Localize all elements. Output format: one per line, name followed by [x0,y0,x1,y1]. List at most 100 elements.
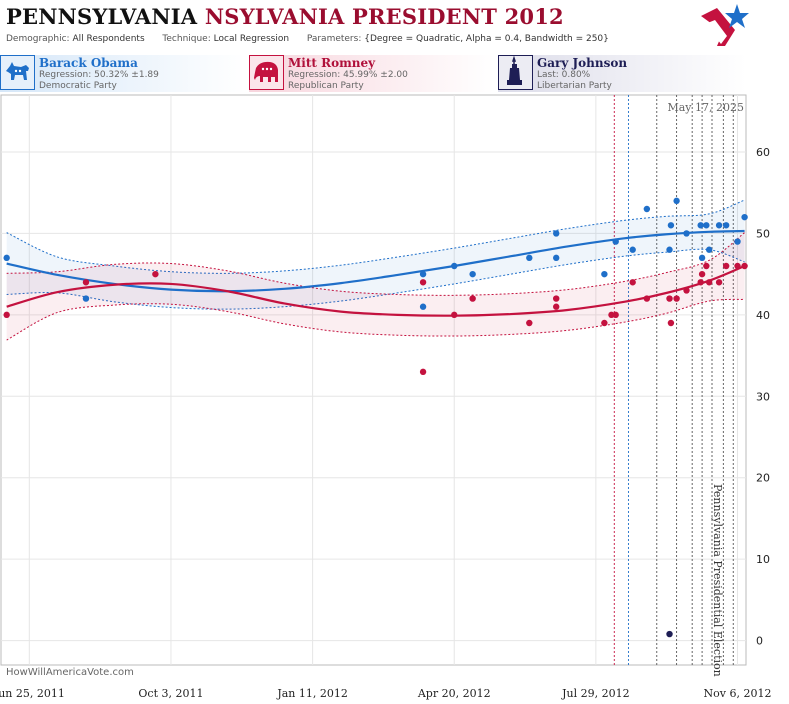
candidate-card-obama[interactable]: Barack Obama Regression: 50.32% ±1.89 De… [0,55,245,92]
x-tick-label: Oct 3, 2011 [138,687,203,700]
poll-point [451,262,458,270]
poll-point [553,230,560,237]
plot-area [0,94,747,666]
election-label: Pennsylvania Presidential Election [711,484,724,677]
title-state: PENNSYLVANIA [6,4,198,29]
candidate-card-johnson[interactable]: Gary Johnson Last: 0.80% Libertarian Par… [498,55,746,92]
poll-point [705,246,713,253]
parameters-line: Demographic: All Respondents Technique: … [6,34,609,44]
x-axis: Jun 25, 2011 Oct 3, 2011 Jan 11, 2012 Apr 2… [0,687,771,700]
y-tick-label: 10 [756,553,770,566]
band-lower [6,248,745,310]
y-tick-label: 30 [756,390,770,403]
x-tick-label: Jun 25, 2011 [0,687,65,700]
poll-point [643,295,651,302]
parameters-label: Parameters: [306,34,362,44]
trend-lines [6,229,746,317]
technique-value[interactable]: Local Regression [213,34,290,44]
poll-point [673,295,680,302]
title-race: NSYLVANIA PRESIDENT 2012 [204,4,564,29]
poll-point [469,295,476,302]
poll-points [3,197,748,638]
confidence-bands [6,199,745,341]
poll-point [82,295,90,302]
poll-point [666,295,673,302]
y-tick-label: 20 [756,472,770,485]
poll-point [734,238,741,245]
poll-point [734,262,741,270]
parameters-value[interactable]: {Degree = Quadratic, Alpha = 0.4, Bandwi… [364,34,609,44]
poll-point [666,630,673,638]
poll-point [3,311,10,319]
candidate-party: Libertarian Party [537,81,612,91]
poll-point [419,303,427,310]
page-title: PENNSYLVANIA NSYLVANIA PRESIDENT 2012 [6,4,564,29]
confidence-band [6,200,745,310]
poll-point [601,319,608,327]
poll-point [697,222,704,229]
confidence-band [6,232,745,341]
poll-point [553,295,560,302]
y-tick-label: 60 [756,146,770,159]
demographic-value[interactable]: All Respondents [72,34,145,44]
poll-point [82,279,90,286]
poll-point [666,246,673,253]
band-upper [6,232,745,296]
poll-point [673,197,680,205]
poll-point [469,270,476,278]
candidate-name: Gary Johnson [537,56,628,70]
poll-point [705,279,713,286]
poll-point [553,303,560,310]
poll-point [526,319,533,327]
y-axis: 0 10 20 30 40 50 60 [756,146,770,648]
poll-point [152,270,159,278]
poll-point [612,238,619,245]
poll-point [451,311,458,319]
trend-line [6,264,746,317]
poll-point [419,270,427,278]
y-tick-label: 0 [756,635,763,648]
x-tick-label: Nov 6, 2012 [704,687,772,700]
poll-point [526,254,533,262]
donkey-icon [0,55,35,90]
poll-point [419,368,427,376]
poll-point [683,287,690,294]
event-lines [613,95,734,665]
grid [1,95,746,665]
poll-point [697,279,704,286]
poll-point [629,279,636,286]
x-tick-label: Jan 11, 2012 [276,687,348,700]
demographic-label: Demographic: [6,34,70,44]
candidate-party: Democratic Party [39,81,117,91]
candidate-name: Mitt Romney [288,56,376,70]
poll-point [698,270,706,278]
date-label: May 17, 2025 [667,101,744,114]
poll-point [419,279,427,286]
poll-point [683,230,690,237]
poll-point [3,254,10,262]
x-tick-label: Apr 20, 2012 [417,687,491,700]
y-tick-label: 40 [756,309,770,322]
poll-point [722,262,730,270]
trend-line [6,229,745,293]
poll-point [722,222,730,229]
poll-point [703,262,710,270]
poll-point [553,254,560,262]
poll-point [667,319,675,327]
poll-point [715,279,723,286]
poll-point [612,311,619,319]
poll-point [698,254,706,262]
poll-point [643,205,651,213]
candidate-card-romney[interactable]: Mitt Romney Regression: 45.99% ±2.00 Rep… [249,55,494,92]
star-logo-icon [701,4,749,46]
poll-point [741,213,748,221]
poll-point [741,262,748,270]
candidate-name: Barack Obama [39,56,138,70]
site-credit: HowWillAmericaVote.com [6,667,134,678]
poll-point [715,222,723,229]
candidate-last: Last: 0.80% [537,70,591,80]
candidate-regression: Regression: 50.32% ±1.89 [39,70,159,80]
poll-point [601,270,608,278]
liberty-icon [498,55,533,90]
